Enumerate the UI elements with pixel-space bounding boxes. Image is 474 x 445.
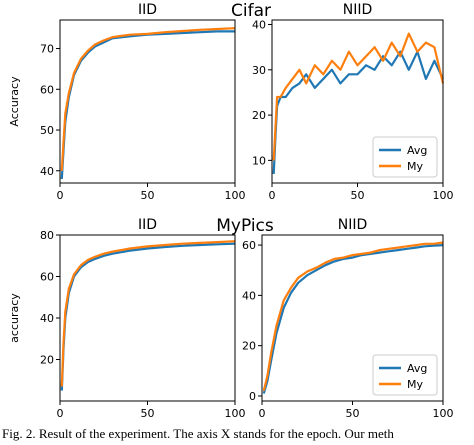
x-tick-label: 100 — [225, 189, 246, 202]
y-tick-label: 50 — [40, 124, 54, 137]
chart-panel-1: NIID 0 50 100 10 20 30 40 Avg My — [252, 2, 454, 202]
series-line-avg — [60, 30, 235, 179]
chart-panel-3: NIID 0 50 100 0 20 40 60 Avg My — [242, 217, 454, 420]
plot-frame — [59, 19, 236, 184]
x-tick-label: 100 — [433, 189, 454, 202]
x-tick-label: 0 — [57, 407, 64, 420]
x-tick-label: 50 — [346, 407, 360, 420]
legend: Avg My — [372, 354, 438, 396]
legend: Avg My — [372, 136, 438, 178]
panel-title: IID — [138, 217, 157, 233]
x-tick-label: 100 — [225, 407, 246, 420]
x-tick-label: 100 — [433, 407, 454, 420]
y-axis-label: Accuracy — [8, 76, 21, 127]
y-tick-label: 40 — [40, 312, 54, 325]
y-tick-label: 40 — [242, 289, 256, 302]
panel-title: NIID — [343, 2, 373, 18]
y-tick-label: 20 — [242, 340, 256, 353]
row-title-mypics: MyPics — [216, 216, 274, 236]
series-line-my — [60, 240, 236, 387]
series-line-avg — [262, 244, 444, 394]
series-line-my — [60, 27, 236, 171]
y-tick-label: 60 — [40, 83, 54, 96]
y-tick-label: 70 — [40, 43, 54, 56]
x-tick-label: 50 — [141, 407, 155, 420]
series-line-my — [262, 241, 444, 392]
y-tick-label: 20 — [252, 109, 266, 122]
row-title-cifar: Cifar — [231, 1, 271, 21]
legend-label-avg: Avg — [407, 144, 427, 157]
y-tick-label: 80 — [40, 229, 54, 242]
chart-panel-0: IID Accuracy 0 50 100 40 50 60 70 — [8, 2, 246, 202]
panel-title: NIID — [338, 217, 368, 233]
chart-panel-2: IID accuracy 0 50 100 20 40 60 80 — [8, 217, 246, 420]
x-tick-label: 0 — [57, 189, 64, 202]
y-tick-label: 20 — [40, 354, 54, 367]
y-tick-label: 0 — [249, 390, 256, 403]
y-tick-label: 10 — [252, 154, 266, 167]
series-line-avg — [272, 50, 444, 174]
x-tick-label: 50 — [351, 189, 365, 202]
x-tick-label: 0 — [259, 407, 266, 420]
legend-label-my: My — [407, 160, 423, 173]
series-line-avg — [60, 242, 236, 391]
x-tick-label: 50 — [141, 189, 155, 202]
y-tick-label: 40 — [40, 165, 54, 178]
panel-title: IID — [138, 2, 157, 18]
x-tick-label: 0 — [269, 189, 276, 202]
y-tick-label: 30 — [252, 64, 266, 77]
y-axis-label: accuracy — [8, 293, 21, 343]
figure-caption: Fig. 2. Result of the experiment. The ax… — [2, 426, 394, 441]
legend-box — [372, 354, 438, 396]
y-tick-label: 40 — [252, 19, 266, 32]
legend-box — [372, 136, 438, 178]
series-line-my — [272, 32, 445, 161]
y-tick-label: 60 — [40, 271, 54, 284]
y-tick-label: 60 — [242, 239, 256, 252]
legend-label-my: My — [407, 378, 423, 391]
legend-label-avg: Avg — [407, 362, 427, 375]
